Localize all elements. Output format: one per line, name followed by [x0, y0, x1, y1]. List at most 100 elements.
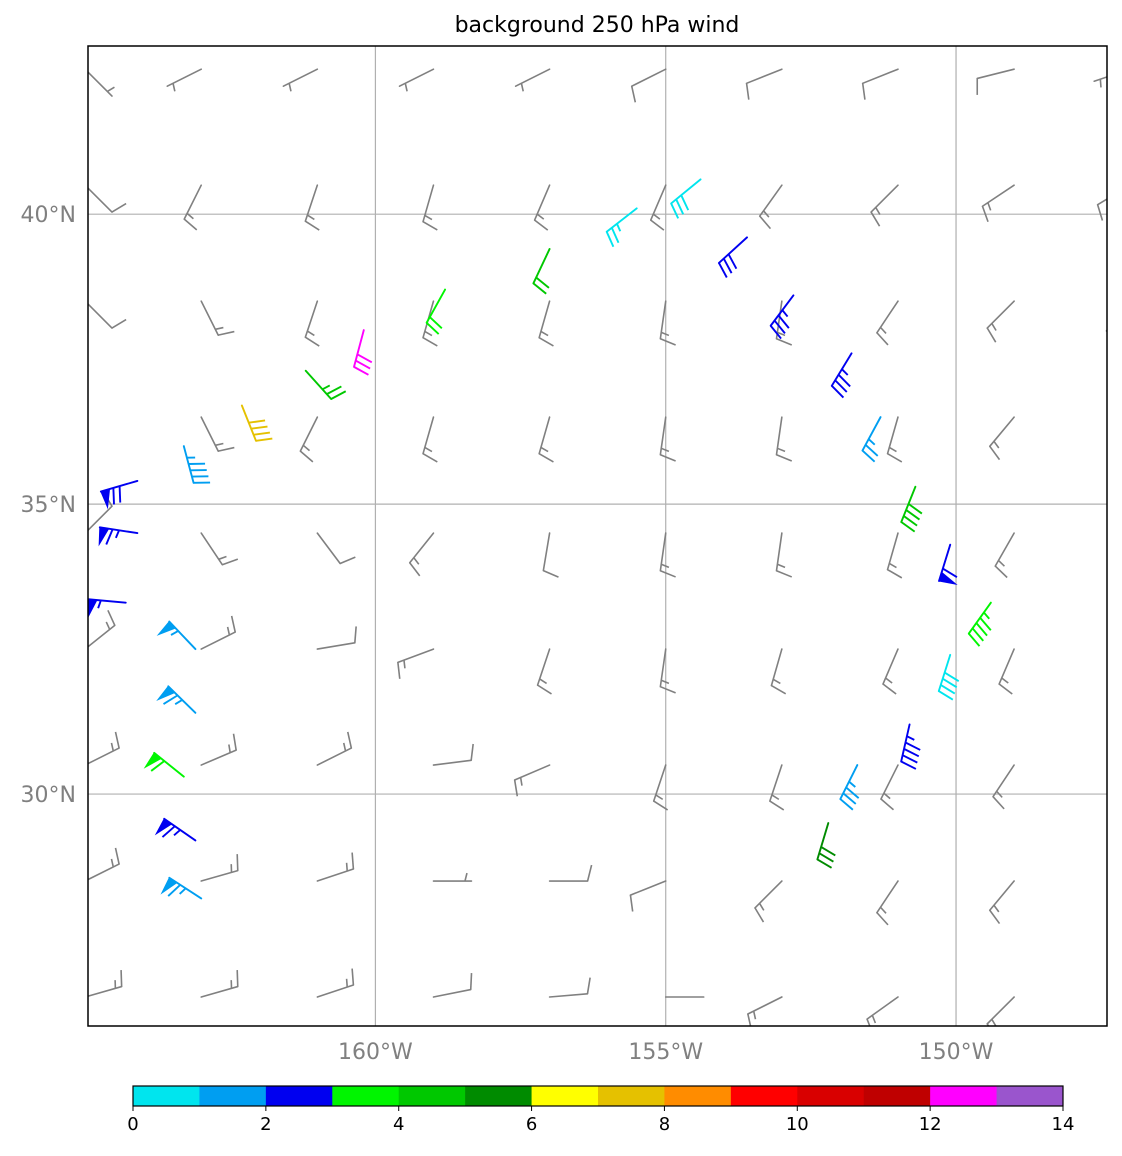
background-barb: [536, 648, 552, 695]
colorbar-tick-label: 0: [127, 1114, 138, 1135]
background-barb: [200, 416, 235, 452]
background-barb: [659, 532, 676, 578]
observation-barb: [154, 817, 197, 842]
background-barb: [282, 68, 319, 92]
background-barb: [866, 996, 899, 1026]
background-barb: [652, 764, 669, 811]
background-barb: [88, 302, 127, 329]
background-barb: [1113, 417, 1122, 462]
background-barb: [397, 648, 435, 679]
background-barb: [886, 416, 903, 463]
background-barb: [548, 864, 593, 882]
background-barb: [976, 68, 1015, 95]
background-barb: [200, 733, 237, 766]
observation-barb: [353, 329, 373, 376]
colorbar: 0 2 4 6 8 10 12 14: [127, 1085, 1075, 1135]
observation-barb: [670, 178, 702, 219]
colorbar-bin: [199, 1086, 267, 1106]
observation-barb: [156, 685, 197, 714]
background-barb: [548, 977, 591, 998]
background-barb: [659, 300, 676, 346]
background-barb: [432, 743, 474, 766]
background-barb: [876, 300, 899, 346]
grid-lines: [88, 46, 1107, 1026]
background-barb: [514, 68, 551, 92]
background-barb: [758, 184, 783, 230]
background-barb: [981, 184, 1015, 223]
background-barb: [1096, 198, 1107, 221]
x-tick-label: 150°W: [919, 1040, 994, 1065]
colorbar-bin: [465, 1086, 533, 1106]
background-barb: [304, 300, 320, 347]
background-barb: [861, 68, 899, 100]
background-barb: [422, 416, 438, 463]
x-tick-label: 155°W: [628, 1040, 703, 1065]
observation-barb: [938, 543, 958, 585]
background-barb: [316, 731, 353, 766]
background-barb: [88, 847, 120, 881]
background-barb: [316, 852, 355, 882]
background-barb: [754, 880, 783, 923]
observation-barb: [839, 764, 860, 811]
observation-barb: [830, 352, 853, 399]
background-barb: [775, 300, 793, 346]
background-barb: [649, 184, 667, 231]
background-barb: [422, 184, 438, 231]
background-barb: [200, 300, 235, 336]
background-barb: [629, 880, 667, 912]
plot-area: [88, 46, 1107, 1026]
background-barb: [882, 648, 899, 695]
plot-frame: [87, 45, 1108, 1027]
background-barb: [986, 996, 1015, 1026]
observation-barb: [717, 236, 748, 278]
background-barb: [876, 880, 899, 926]
colorbar-bin: [797, 1086, 865, 1106]
background-barb: [659, 648, 676, 694]
background-barb: [200, 854, 239, 882]
background-barb: [432, 973, 473, 998]
background-barb: [88, 70, 115, 97]
background-barb: [408, 532, 435, 577]
colorbar-frame: [132, 1085, 1064, 1107]
colorbar-tick-label: 2: [260, 1114, 271, 1135]
observation-barb: [605, 207, 638, 248]
colorbar-tick-label: 8: [659, 1114, 670, 1135]
observation-barb: [425, 288, 447, 335]
background-barb: [55, 417, 85, 455]
observation-barb: [816, 822, 836, 869]
y-tick-label: 40°N: [21, 203, 76, 228]
observation-barb: [99, 479, 139, 510]
background-barb: [166, 68, 203, 92]
colorbar-bin: [133, 1086, 200, 1106]
colorbar-tick-label: 14: [1052, 1114, 1075, 1135]
background-barb: [769, 764, 785, 811]
observation-barb: [900, 723, 921, 770]
y-tick-label: 30°N: [21, 783, 76, 808]
background-barb: [1093, 76, 1107, 88]
colorbar-bin: [730, 1086, 798, 1106]
colorbar-bin: [863, 1086, 931, 1106]
background-barb: [988, 880, 1015, 925]
background-barb: [538, 300, 554, 347]
background-barb: [659, 416, 676, 462]
observation-barb: [900, 485, 923, 533]
background-barb: [316, 968, 355, 998]
observation-barb: [532, 248, 551, 295]
background-barb: [316, 626, 357, 650]
colorbar-bin: [265, 1086, 333, 1106]
background-barb: [988, 416, 1015, 461]
background-barb: [775, 416, 793, 462]
colorbar-bin: [930, 1086, 998, 1106]
background-barb: [432, 872, 473, 882]
axis-tick-labels: 160°W 155°W 150°W 30°N 35°N 40°N: [21, 203, 994, 1065]
colorbar-bin: [531, 1086, 599, 1106]
observation-barb: [156, 620, 197, 651]
background-barb: [630, 68, 667, 103]
colorbar-bin: [398, 1086, 466, 1106]
colorbar-bin: [598, 1086, 665, 1106]
background-barb: [994, 532, 1015, 579]
background-barb: [775, 532, 793, 578]
observation-barb: [88, 598, 127, 619]
colorbar-tick-label: 4: [393, 1114, 404, 1135]
